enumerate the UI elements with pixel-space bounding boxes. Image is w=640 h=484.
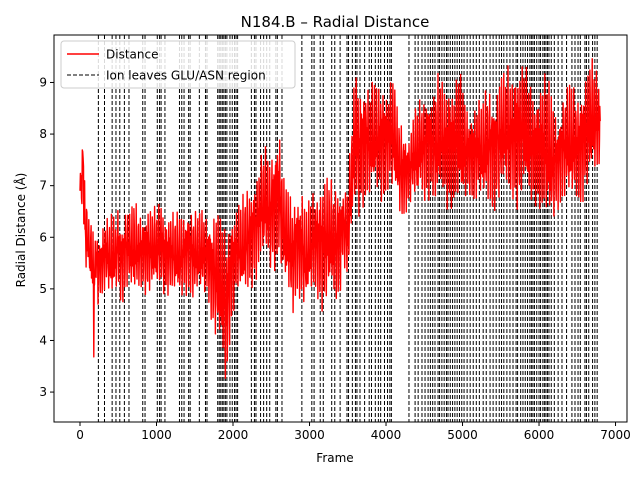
series-group: [79, 58, 601, 379]
axes-group: 0 1000 2000 3000 4000 5000 6000 7000 3 4 5 6 7 8 9: [39, 34, 631, 442]
x-tick-label: 3000: [294, 428, 325, 442]
y-tick-label: 8: [39, 127, 47, 141]
legend-label: Distance: [106, 48, 158, 62]
y-tick-label: 9: [39, 75, 47, 89]
x-tick-label: 2000: [218, 428, 249, 442]
legend-box: [60, 40, 296, 89]
y-axis-label: Radial Distance (Å): [13, 173, 28, 288]
chart-title: N184.B – Radial Distance: [241, 13, 430, 31]
x-tick-label: 5000: [447, 428, 478, 442]
x-axis-label: Frame: [316, 451, 353, 465]
x-tick-label: 1000: [141, 428, 172, 442]
plot-frame: [53, 34, 628, 423]
series-line-distance: [79, 58, 601, 379]
x-tick-label: 7000: [600, 428, 631, 442]
y-tick-label: 5: [39, 282, 47, 296]
legend: Distance Ion leaves GLU/ASN region: [60, 40, 296, 89]
x-tick-label: 6000: [524, 428, 555, 442]
y-tick-label: 7: [39, 179, 47, 193]
y-tick-label: 4: [39, 333, 47, 347]
x-tick-label: 4000: [371, 428, 402, 442]
y-tick-label: 6: [39, 230, 47, 244]
legend-label: Ion leaves GLU/ASN region: [106, 69, 266, 83]
x-tick-label: 0: [76, 428, 84, 442]
y-tick-label: 3: [39, 385, 47, 399]
